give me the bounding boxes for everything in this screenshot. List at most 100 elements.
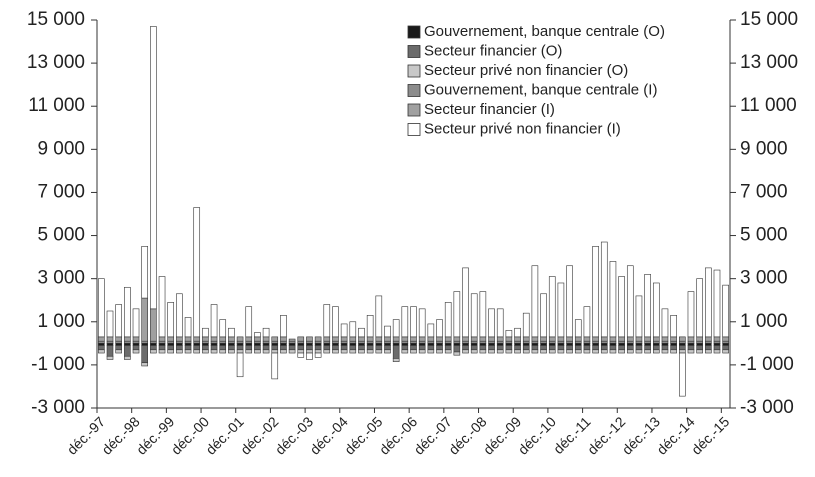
x-tick-label: déc.-09 <box>480 413 524 457</box>
bar-segment <box>141 362 148 367</box>
bar-segment <box>644 340 651 344</box>
bar-segment <box>349 343 357 346</box>
bar-segment <box>167 343 175 346</box>
bar-segment <box>384 349 391 354</box>
bar-segment <box>124 336 131 342</box>
bar-segment <box>531 343 539 346</box>
bar-segment <box>488 345 495 351</box>
bar-segment <box>184 336 192 342</box>
bar-segment <box>314 343 322 346</box>
bar-segment <box>254 343 261 346</box>
bar-segment <box>184 349 192 354</box>
bar-segment <box>687 336 695 342</box>
y-tick-label: 5 000 <box>37 225 85 246</box>
bar-segment <box>705 267 712 338</box>
bar-segment <box>375 336 383 342</box>
legend-label: Secteur privé non financier (I) <box>424 120 621 137</box>
bar-segment <box>705 343 712 346</box>
bar-segment <box>202 345 209 351</box>
bar-segment <box>262 345 270 351</box>
x-tick-label: déc.-98 <box>98 413 142 457</box>
bar-segment <box>280 343 287 346</box>
bar-segment <box>453 345 461 353</box>
bar-segment <box>566 265 573 338</box>
bar-segment <box>306 336 313 342</box>
bar-segment <box>418 349 426 354</box>
bar-segment <box>479 343 487 346</box>
bar-segment <box>340 345 348 351</box>
legend-label: Secteur financier (I) <box>424 101 555 118</box>
bar-segment <box>210 345 218 351</box>
x-tick-label: déc.-06 <box>376 413 420 457</box>
bar-segment <box>392 343 400 346</box>
bar-segment <box>106 336 114 342</box>
bar-segment <box>514 349 521 354</box>
bar-segment <box>722 340 729 344</box>
bar-segment <box>644 336 651 342</box>
bar-segment <box>522 349 530 354</box>
bar-segment <box>141 345 148 364</box>
bar-segment <box>332 349 339 354</box>
bar-segment <box>288 345 296 351</box>
bar-segment <box>262 343 270 346</box>
bar-segment <box>98 345 105 351</box>
bar-segment <box>254 345 261 351</box>
x-tick-label: déc.-12 <box>584 413 628 457</box>
bar-segment <box>713 336 721 342</box>
bar-segment <box>314 349 322 354</box>
legend-label: Gouvernement, banque centrale (I) <box>424 81 657 98</box>
bar-segment <box>574 340 582 344</box>
bar-segment <box>679 349 686 354</box>
bar-segment <box>462 343 469 346</box>
bar-segment <box>583 345 591 351</box>
bar-segment <box>167 340 175 344</box>
bar-segment <box>410 340 417 344</box>
bar-segment <box>574 343 582 346</box>
bar-segment <box>479 336 487 342</box>
bar-segment <box>531 340 539 344</box>
bar-segment <box>679 340 686 344</box>
bar-segment <box>418 336 426 342</box>
bar-segment <box>618 349 625 354</box>
bar-segment <box>427 343 435 346</box>
bar-segment <box>652 345 660 351</box>
bar-segment <box>479 291 487 338</box>
bar-segment <box>332 306 339 338</box>
bar-segment <box>635 336 643 342</box>
bar-segment <box>687 345 695 351</box>
bar-segment <box>644 343 651 346</box>
bar-segment <box>228 349 235 354</box>
bar-segment <box>600 241 608 338</box>
bar-segment <box>392 319 400 338</box>
bar-segment <box>679 352 686 397</box>
bar-segment <box>531 349 539 354</box>
bar-segment <box>514 345 521 351</box>
bar-segment <box>219 343 227 346</box>
bar-segment <box>652 340 660 344</box>
bar-segment <box>696 343 703 346</box>
bar-segment <box>670 343 677 346</box>
bar-segment <box>540 343 547 346</box>
bar-segment <box>696 336 703 342</box>
bar-segment <box>306 349 313 354</box>
bar-segment <box>548 343 556 346</box>
bar-segment <box>679 343 686 346</box>
bar-segment <box>236 336 244 342</box>
bar-segment <box>375 343 383 346</box>
bar-segment <box>297 349 305 354</box>
bar-segment <box>280 349 287 354</box>
bar-segment <box>280 336 287 342</box>
x-tick-label: déc.-97 <box>64 413 108 457</box>
bar-segment <box>366 336 374 342</box>
bar-segment <box>132 340 140 344</box>
bar-segment <box>453 351 461 356</box>
bar-segment <box>193 336 201 342</box>
bar-segment <box>176 345 183 351</box>
bar-segment <box>219 336 227 342</box>
bar-segment <box>488 336 495 342</box>
bar-segment <box>106 310 114 338</box>
y2-tick-label: 11 000 <box>740 95 797 116</box>
legend-label: Secteur financier (O) <box>424 42 562 59</box>
bar-segment <box>531 265 539 338</box>
bar-segment <box>271 349 279 354</box>
